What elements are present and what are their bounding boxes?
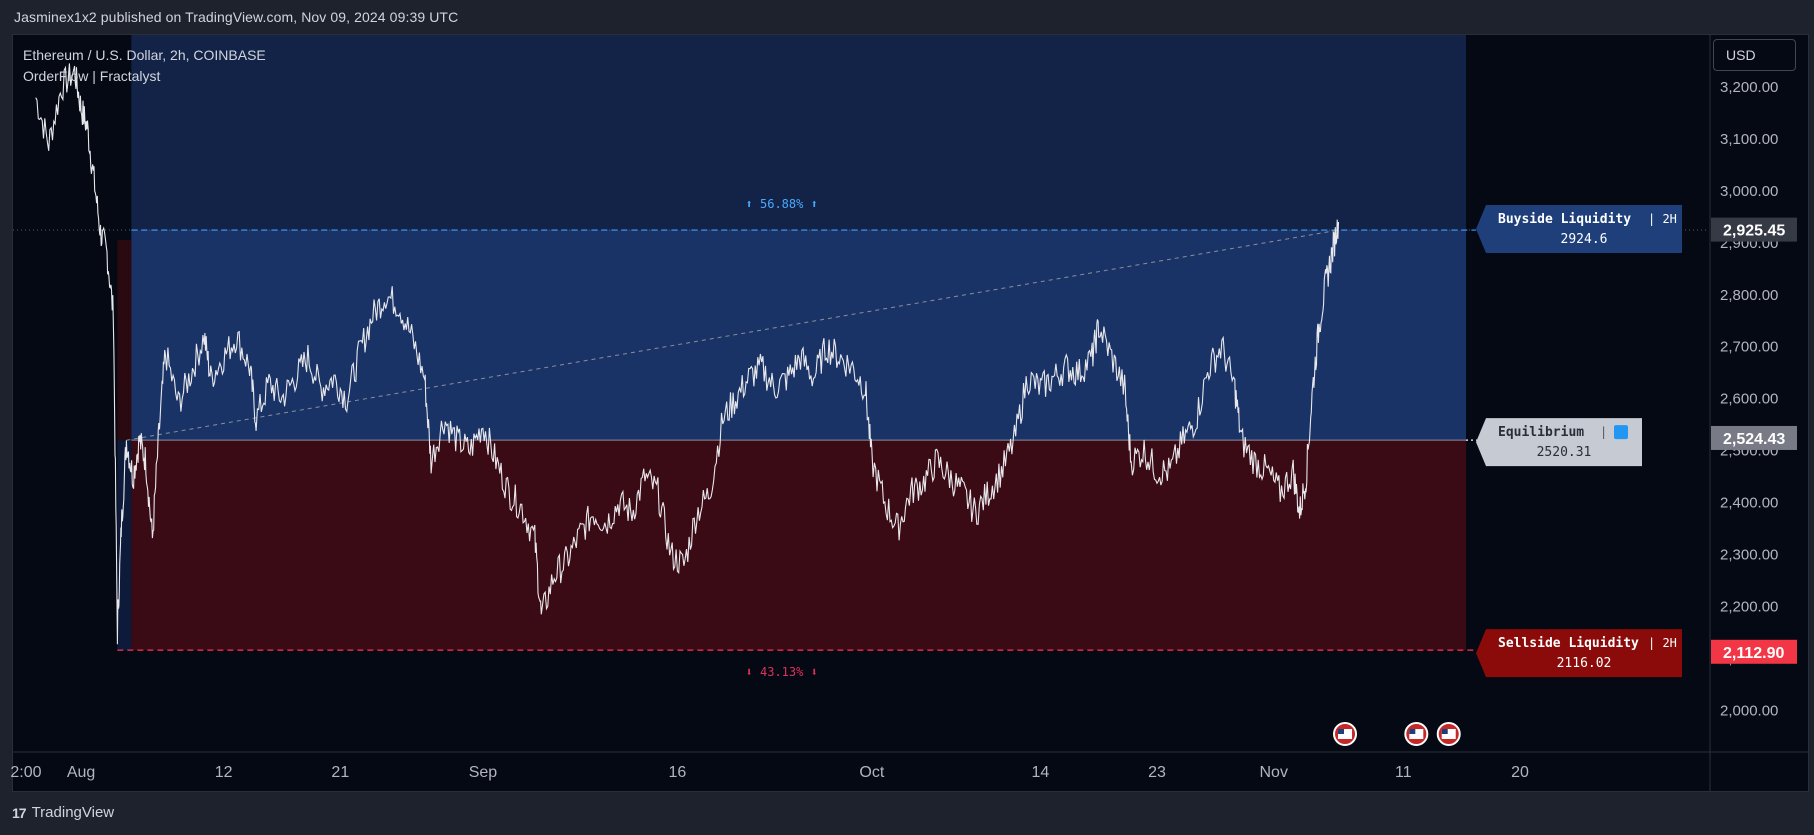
price-tag	[1711, 425, 1797, 450]
flag-stripes-icon	[1338, 729, 1353, 739]
price-tick-label: 2,400.00	[1720, 495, 1778, 512]
price-tick-label: 2,300.00	[1720, 547, 1778, 564]
flag-canton-icon	[1441, 729, 1448, 734]
equilibrium-tag[interactable]	[1476, 418, 1642, 467]
brand-text: TradingView	[31, 804, 115, 821]
discount-zone	[131, 440, 1467, 651]
sellside-tag[interactable]	[1476, 629, 1682, 678]
lower-percent-label: ⬇ 43.13% ⬇	[746, 665, 818, 679]
price-tag	[1711, 217, 1797, 242]
price-tick-label: 2,000.00	[1720, 702, 1778, 719]
time-tick-label: 2:00	[10, 764, 41, 781]
price-axis[interactable]	[1710, 35, 1808, 752]
range-origin-bar-upper	[117, 240, 132, 441]
price-tick-label: 3,100.00	[1720, 131, 1778, 148]
flag-canton-icon	[1338, 729, 1345, 734]
range-origin-bar	[117, 440, 132, 651]
pause-icon[interactable]	[1614, 425, 1628, 440]
flag-stripes-icon	[1409, 729, 1424, 739]
flag-stripes-icon	[1441, 729, 1456, 739]
price-tick-label: 2,600.00	[1720, 391, 1778, 408]
price-tick-label: 2,200.00	[1720, 599, 1778, 616]
time-tick-label: 23	[1148, 764, 1166, 781]
time-tick-label: 12	[215, 764, 233, 781]
trend-line	[126, 229, 1339, 441]
price-tag-label: 2,112.90	[1723, 645, 1785, 662]
equilibrium-tag-value: 2520.31	[1537, 445, 1592, 460]
equilibrium-tag-separator: |	[1600, 425, 1607, 439]
time-tick-label: Oct	[859, 764, 884, 781]
symbol-title[interactable]: Ethereum / U.S. Dollar, 2h, COINBASE	[23, 47, 266, 63]
time-tick-label: Sep	[469, 764, 498, 781]
upper-percent-label: ⬆ 56.88% ⬆	[746, 197, 818, 211]
sellside-tag-value: 2116.02	[1557, 656, 1612, 671]
chart-legend: Ethereum / U.S. Dollar, 2h, COINBASE Ord…	[23, 45, 266, 87]
currency-unit-button[interactable]: USD	[1713, 39, 1796, 71]
price-series-line	[35, 63, 1340, 645]
price-tick-label: 2,700.00	[1720, 339, 1778, 356]
equilibrium-tag-label: Equilibrium	[1498, 425, 1584, 440]
indicator-title[interactable]: OrderFlow | Fractalyst	[23, 68, 161, 84]
buyside-tag-label: Buyside Liquidity	[1498, 212, 1631, 227]
buyside-tag-timeframe: | 2H	[1648, 212, 1677, 226]
buyside-tag-value: 2924.6	[1561, 232, 1608, 247]
price-tick-label: 3,000.00	[1720, 183, 1778, 200]
sellside-tag-timeframe: | 2H	[1648, 636, 1677, 650]
time-tick-label: 20	[1511, 764, 1529, 781]
price-tick-label: 2,800.00	[1720, 287, 1778, 304]
time-tick-label: Aug	[67, 764, 95, 781]
time-tick-label: 16	[668, 764, 686, 781]
tradingview-logo-icon: 17	[12, 804, 27, 821]
price-tag-label: 2,925.45	[1723, 223, 1785, 240]
time-tick-label: 11	[1395, 764, 1412, 781]
time-tick-label: Nov	[1259, 764, 1287, 781]
price-tag	[1711, 639, 1797, 664]
flag-canton-icon	[1409, 729, 1416, 734]
premium-zone-upper	[131, 35, 1467, 231]
price-tag-label: 2,524.43	[1723, 431, 1785, 448]
sellside-tag-label: Sellside Liquidity	[1498, 636, 1639, 651]
time-tick-label: 14	[1031, 764, 1049, 781]
footer-brand[interactable]: 17 TradingView	[12, 804, 114, 821]
premium-zone	[131, 230, 1467, 441]
time-tick-label: 21	[331, 764, 349, 781]
price-tick-label: 3,200.00	[1720, 79, 1778, 96]
buyside-tag[interactable]	[1476, 205, 1682, 254]
publish-info: Jasminex1x2 published on TradingView.com…	[14, 9, 459, 25]
